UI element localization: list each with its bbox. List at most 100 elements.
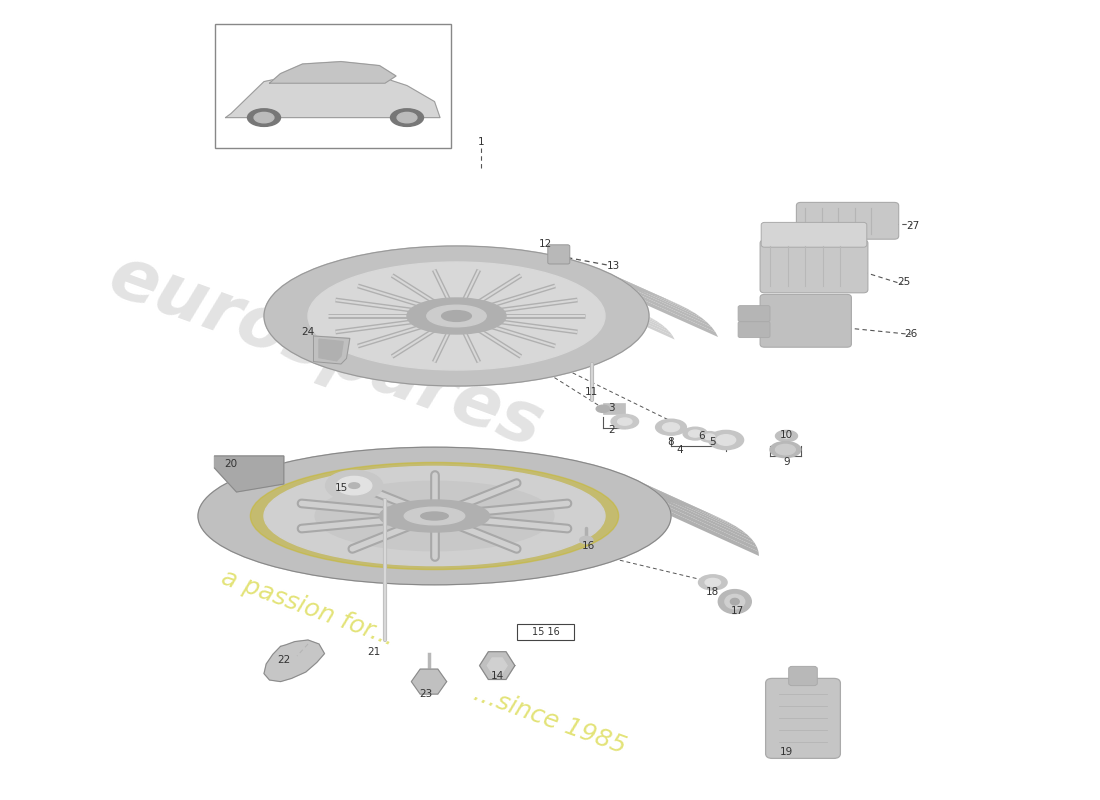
Ellipse shape xyxy=(326,470,383,501)
Ellipse shape xyxy=(618,418,631,426)
FancyBboxPatch shape xyxy=(796,202,899,239)
FancyBboxPatch shape xyxy=(760,294,851,347)
Bar xyxy=(214,24,451,148)
Polygon shape xyxy=(640,482,736,526)
Text: 8: 8 xyxy=(668,437,674,446)
Text: 12: 12 xyxy=(539,239,552,249)
Polygon shape xyxy=(226,71,440,118)
Polygon shape xyxy=(245,471,342,515)
Polygon shape xyxy=(494,264,575,297)
Polygon shape xyxy=(616,277,695,314)
Polygon shape xyxy=(477,246,563,279)
Text: 20: 20 xyxy=(224,459,238,469)
Polygon shape xyxy=(582,462,682,505)
Ellipse shape xyxy=(308,262,605,370)
FancyBboxPatch shape xyxy=(789,666,817,686)
Polygon shape xyxy=(595,296,670,332)
Text: 9: 9 xyxy=(783,457,790,466)
Ellipse shape xyxy=(407,298,506,334)
Polygon shape xyxy=(323,262,406,298)
Polygon shape xyxy=(370,251,453,286)
Polygon shape xyxy=(570,459,670,502)
Polygon shape xyxy=(604,468,703,511)
Polygon shape xyxy=(568,259,650,294)
Polygon shape xyxy=(202,498,294,543)
Text: eurospares: eurospares xyxy=(99,242,552,462)
Text: 25: 25 xyxy=(898,277,911,286)
Polygon shape xyxy=(287,459,387,502)
Polygon shape xyxy=(264,640,324,682)
Polygon shape xyxy=(409,264,491,297)
Polygon shape xyxy=(229,478,324,522)
Text: 1: 1 xyxy=(477,138,484,147)
Text: 11: 11 xyxy=(585,387,598,397)
Polygon shape xyxy=(270,295,344,332)
Text: 26: 26 xyxy=(904,330,917,339)
Ellipse shape xyxy=(254,112,274,123)
Polygon shape xyxy=(514,266,595,300)
Polygon shape xyxy=(559,277,638,312)
Text: 23: 23 xyxy=(419,690,432,699)
Polygon shape xyxy=(442,447,546,487)
Ellipse shape xyxy=(405,507,464,525)
Polygon shape xyxy=(198,511,286,556)
FancyBboxPatch shape xyxy=(761,222,867,247)
Text: 17: 17 xyxy=(730,606,744,616)
Polygon shape xyxy=(318,293,394,328)
Polygon shape xyxy=(371,270,451,304)
Ellipse shape xyxy=(656,419,686,435)
Polygon shape xyxy=(305,269,385,305)
Text: 21: 21 xyxy=(367,647,381,657)
Polygon shape xyxy=(472,448,575,489)
Text: 19: 19 xyxy=(780,747,793,757)
Text: ...since 1985: ...since 1985 xyxy=(471,682,629,758)
Polygon shape xyxy=(399,265,481,298)
Polygon shape xyxy=(458,447,560,488)
Ellipse shape xyxy=(315,482,554,550)
Polygon shape xyxy=(314,266,395,301)
Polygon shape xyxy=(440,262,522,294)
Bar xyxy=(603,403,625,414)
Ellipse shape xyxy=(776,445,795,454)
Polygon shape xyxy=(566,280,645,314)
Polygon shape xyxy=(600,269,680,305)
Polygon shape xyxy=(632,478,728,522)
Polygon shape xyxy=(608,273,688,309)
Polygon shape xyxy=(379,268,461,302)
Polygon shape xyxy=(580,286,657,321)
Polygon shape xyxy=(669,507,759,551)
Text: 24: 24 xyxy=(301,327,315,337)
Ellipse shape xyxy=(776,430,798,442)
Polygon shape xyxy=(505,248,590,282)
Polygon shape xyxy=(624,282,702,318)
Polygon shape xyxy=(451,262,534,294)
Polygon shape xyxy=(299,457,400,499)
Polygon shape xyxy=(557,457,658,499)
Polygon shape xyxy=(254,468,353,511)
Polygon shape xyxy=(289,277,368,314)
Ellipse shape xyxy=(248,109,280,126)
Ellipse shape xyxy=(730,598,739,605)
Ellipse shape xyxy=(420,512,449,520)
Polygon shape xyxy=(354,274,433,309)
Polygon shape xyxy=(353,450,455,491)
Polygon shape xyxy=(591,293,667,328)
Polygon shape xyxy=(492,247,576,280)
Polygon shape xyxy=(601,304,674,339)
Polygon shape xyxy=(339,451,441,493)
Polygon shape xyxy=(585,289,662,325)
FancyBboxPatch shape xyxy=(738,306,770,322)
Ellipse shape xyxy=(264,466,605,566)
Polygon shape xyxy=(319,339,343,361)
Polygon shape xyxy=(367,449,470,490)
Text: 4: 4 xyxy=(676,445,683,454)
Polygon shape xyxy=(483,263,565,296)
Polygon shape xyxy=(640,295,715,332)
Polygon shape xyxy=(630,286,707,322)
Ellipse shape xyxy=(716,434,736,446)
Polygon shape xyxy=(624,475,720,518)
Polygon shape xyxy=(430,262,512,295)
FancyBboxPatch shape xyxy=(738,322,770,338)
Polygon shape xyxy=(421,246,507,279)
Polygon shape xyxy=(615,471,712,515)
